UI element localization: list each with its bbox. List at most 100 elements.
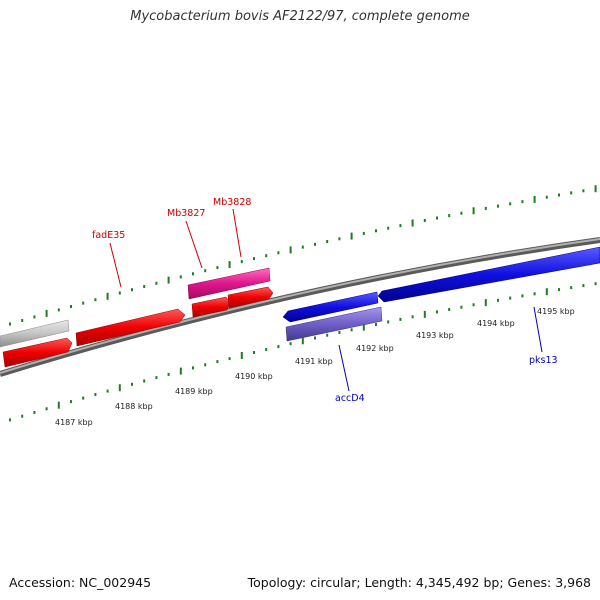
minor-tick [277, 345, 280, 349]
major-tick [240, 352, 243, 359]
minor-tick [338, 237, 341, 241]
minor-tick [155, 376, 158, 380]
minor-tick [314, 242, 316, 246]
minor-tick [9, 418, 11, 422]
minor-tick [240, 260, 243, 264]
minor-tick [521, 294, 524, 298]
major-tick [472, 207, 475, 215]
major-tick [179, 367, 182, 375]
minor-tick [94, 298, 97, 302]
kbp-label: 4193 kbp [416, 331, 454, 340]
major-tick [594, 185, 597, 193]
minor-tick [45, 407, 48, 411]
minor-tick [192, 366, 194, 370]
minor-tick [179, 275, 182, 279]
minor-tick [216, 360, 219, 364]
minor-tick [594, 282, 597, 286]
minor-tick [484, 206, 487, 210]
gene-pks13[interactable] [377, 246, 600, 303]
minor-tick [70, 400, 72, 404]
minor-tick [326, 333, 329, 337]
major-tick [167, 276, 170, 284]
major-tick [362, 323, 365, 331]
minor-tick [289, 342, 292, 346]
major-tick [45, 309, 48, 317]
genome-backbone-highlight [0, 238, 600, 374]
minor-tick [9, 322, 11, 326]
minor-tick [436, 216, 438, 220]
minor-tick [375, 229, 377, 233]
gene-blue-1[interactable] [282, 291, 379, 323]
minor-tick [375, 323, 377, 326]
minor-tick [387, 226, 390, 230]
kbp-label: 4189 kbp [175, 387, 213, 396]
minor-tick [399, 224, 402, 228]
minor-tick [82, 396, 85, 400]
genome-summary-text: Topology: circular; Length: 4,345,492 bp… [247, 575, 591, 590]
minor-tick [509, 296, 512, 300]
minor-tick [423, 219, 426, 222]
gene-grey[interactable] [0, 319, 70, 348]
minor-tick [143, 379, 146, 383]
minor-tick [350, 328, 353, 332]
minor-tick [155, 281, 158, 285]
minor-tick [143, 285, 146, 288]
minor-tick [558, 288, 560, 292]
minor-tick [228, 357, 231, 361]
kbp-label: 4188 kbp [115, 402, 153, 411]
minor-tick [70, 305, 72, 308]
gene-fadE35[interactable] [75, 308, 186, 347]
minor-tick [253, 351, 255, 354]
minor-tick [497, 298, 499, 302]
gene-red-left[interactable] [2, 337, 73, 368]
major-tick [106, 292, 109, 300]
major-tick [289, 246, 292, 254]
label-fadE35[interactable]: fadE35 [92, 230, 125, 241]
major-tick [301, 337, 304, 345]
minor-tick [570, 191, 573, 195]
label-Mb3827[interactable]: Mb3827 [167, 208, 205, 219]
label-pks13[interactable]: pks13 [529, 355, 558, 366]
label-Mb3828[interactable]: Mb3828 [213, 197, 251, 208]
minor-tick [497, 204, 499, 208]
kbp-label: 4192 kbp [356, 344, 394, 353]
minor-tick [545, 195, 548, 199]
minor-tick [277, 251, 280, 255]
minor-tick [33, 411, 36, 414]
reverse-tick-row [9, 282, 597, 422]
minor-tick [253, 257, 255, 261]
minor-tick [131, 288, 133, 292]
label-accD4[interactable]: accD4 [335, 393, 365, 404]
minor-tick [436, 310, 438, 314]
fadE35-connector [109, 242, 122, 288]
minor-tick [460, 211, 463, 215]
gene-red-small-1[interactable] [191, 296, 231, 318]
kbp-label: 4190 kbp [235, 372, 273, 381]
kbp-label: 4187 kbp [55, 418, 93, 427]
minor-tick [204, 363, 207, 367]
minor-tick [472, 303, 475, 307]
minor-tick [558, 193, 560, 197]
minor-tick [582, 284, 585, 288]
minor-tick [57, 308, 60, 312]
kbp-label: 4195 kbp [537, 307, 575, 316]
minor-tick [338, 331, 341, 334]
major-tick [118, 384, 121, 392]
minor-tick [192, 272, 194, 276]
gene-accD4[interactable] [285, 306, 383, 342]
major-tick [57, 401, 60, 409]
minor-tick [387, 320, 390, 324]
major-tick [533, 195, 536, 203]
gene-Mb3828[interactable] [227, 286, 274, 309]
minor-tick [94, 393, 97, 397]
minor-tick [21, 319, 24, 322]
pks13-connector [533, 306, 543, 353]
gene-Mb3827[interactable] [187, 267, 271, 300]
minor-tick [204, 269, 207, 273]
forward-tick-row [9, 185, 597, 326]
Mb3828-connector [232, 208, 242, 258]
minor-tick [314, 336, 316, 340]
minor-tick [106, 389, 109, 393]
minor-tick [131, 382, 133, 386]
